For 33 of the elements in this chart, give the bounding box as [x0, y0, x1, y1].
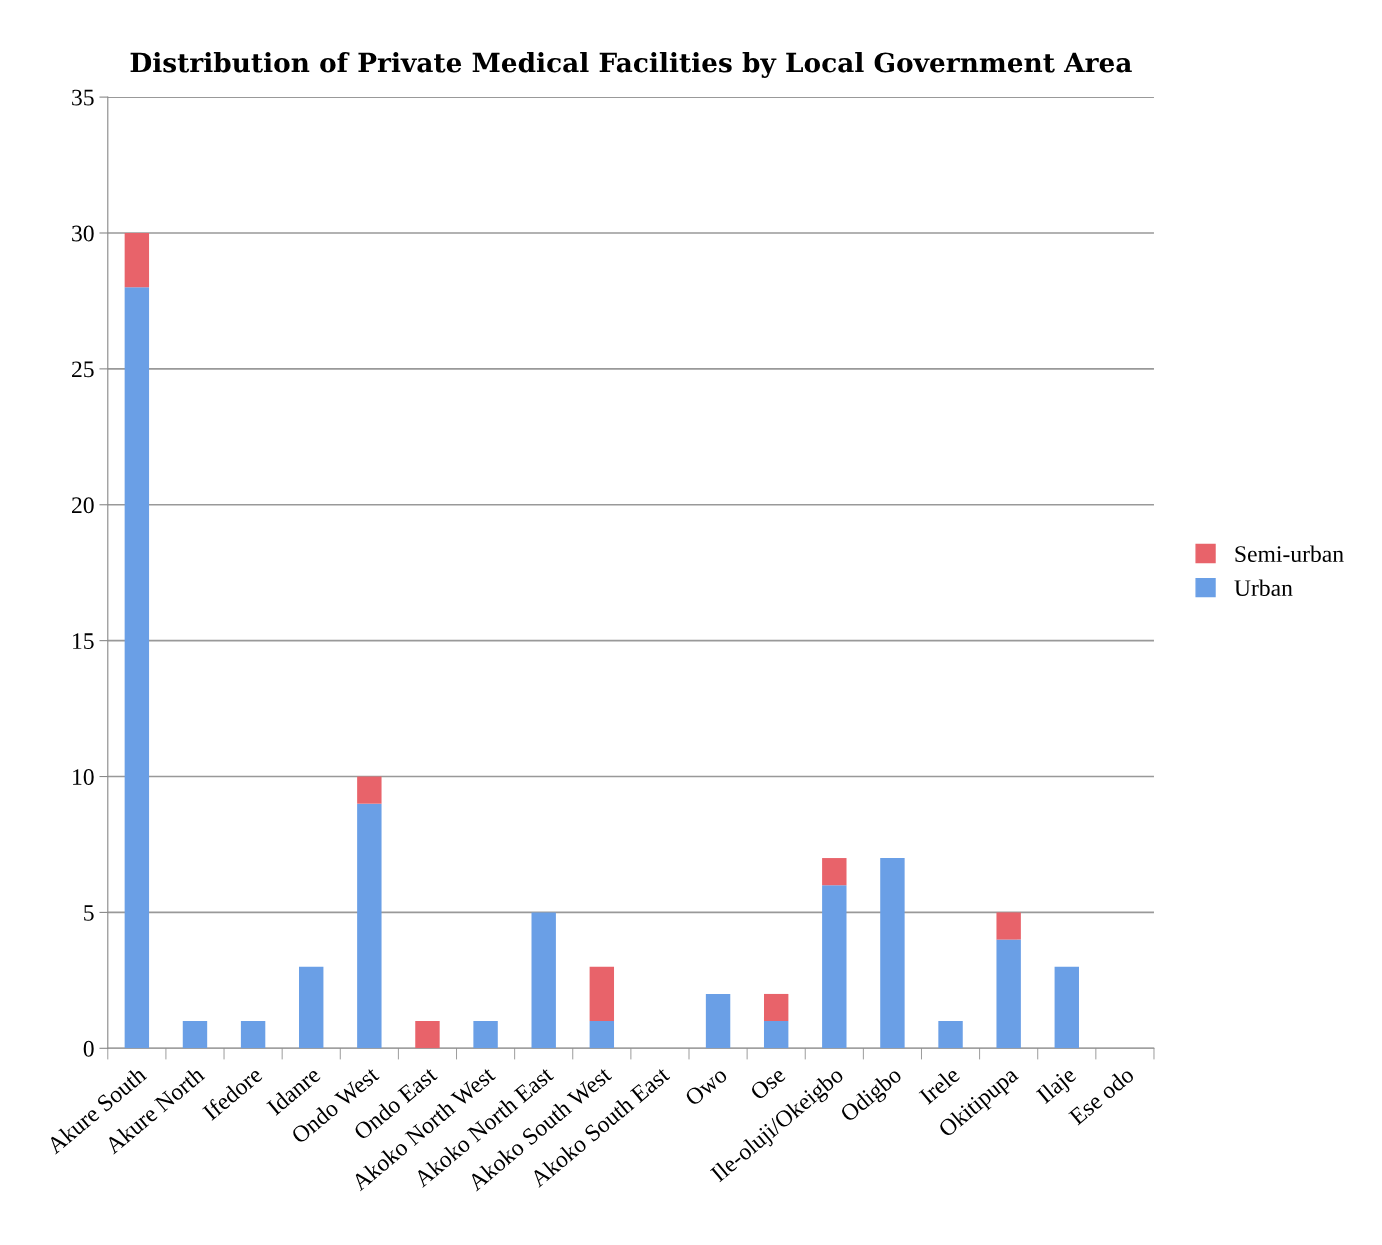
y-tick-label: 25 — [72, 361, 94, 378]
bar — [589, 966, 615, 1022]
y-tick-label: 20 — [72, 497, 94, 514]
bar — [124, 287, 150, 1049]
bar — [763, 993, 789, 1022]
y-tick-label: 5 — [84, 905, 94, 921]
y-tick-label: 15 — [73, 633, 94, 650]
bar — [822, 858, 847, 886]
y-tick-label: 10 — [73, 769, 94, 785]
bar — [822, 885, 847, 1049]
bar — [182, 1021, 208, 1049]
bar — [240, 1021, 266, 1049]
bar — [531, 912, 556, 1049]
bar — [124, 232, 150, 288]
bar — [938, 1021, 963, 1049]
bar — [357, 803, 382, 1049]
bar — [996, 912, 1021, 940]
bar — [473, 1021, 498, 1049]
chart-title: Distribution of Private Medical Facilities by Local Government Area — [130, 52, 1132, 78]
bar — [415, 1021, 440, 1049]
bar — [1054, 966, 1079, 1049]
y-tick-label: 0 — [83, 1040, 94, 1057]
bar — [880, 858, 905, 1049]
bar — [357, 776, 382, 804]
bar — [763, 1021, 789, 1049]
legend-label: Urban — [1234, 579, 1293, 597]
bar — [299, 966, 324, 1049]
bar — [589, 1021, 615, 1049]
y-tick-label: 30 — [72, 225, 94, 242]
bar — [705, 993, 731, 1049]
legend-label: Semi-urban — [1235, 545, 1344, 562]
y-tick-label: 35 — [72, 89, 94, 106]
bar — [996, 939, 1021, 1049]
